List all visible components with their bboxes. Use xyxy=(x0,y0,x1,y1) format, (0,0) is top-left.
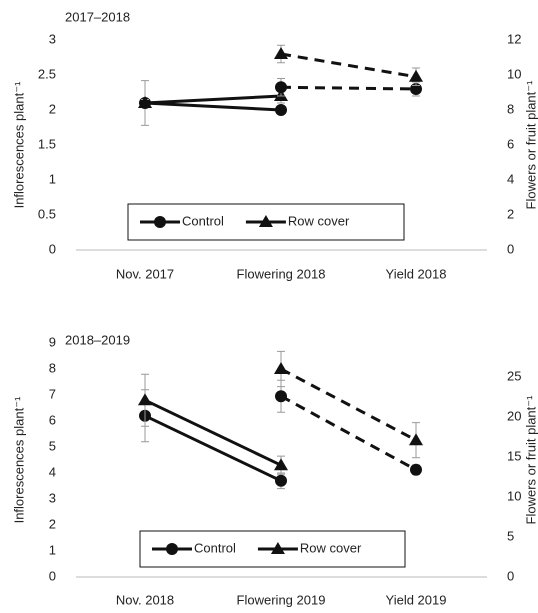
y-tick-label: 2.5 xyxy=(38,66,56,81)
y2-tick-label: 25 xyxy=(507,368,521,383)
triangle-marker xyxy=(274,458,288,471)
y2-tick-label: 2 xyxy=(507,206,514,221)
y2-tick-label: 12 xyxy=(507,31,521,46)
legend-label: Control xyxy=(194,540,236,555)
y-tick-label: 7 xyxy=(49,386,56,401)
y-tick-label: 3 xyxy=(49,490,56,505)
y-tick-label: 0 xyxy=(49,568,56,583)
series-line xyxy=(280,394,417,472)
circle-marker xyxy=(275,104,287,116)
series-line xyxy=(144,101,282,112)
y-tick-label: 1 xyxy=(49,171,56,186)
series-line xyxy=(280,85,417,91)
circle-marker xyxy=(275,390,287,403)
series-line xyxy=(280,367,417,442)
legend-marker xyxy=(166,543,178,555)
panel-title: 2017–2018 xyxy=(65,9,130,24)
x-tick-label: Nov. 2017 xyxy=(116,266,174,281)
y2-tick-label: 6 xyxy=(507,136,514,151)
series-line xyxy=(144,414,282,483)
series-line xyxy=(280,52,417,79)
legend-label: Control xyxy=(182,213,224,228)
triangle-marker xyxy=(409,69,423,82)
y-tick-label: 4 xyxy=(49,464,56,479)
y2-axis-label: Flowers or fruit plant⁻¹ xyxy=(523,80,538,210)
legend-label: Row cover xyxy=(288,213,350,228)
y-tick-label: 2 xyxy=(49,101,56,116)
y-tick-label: 8 xyxy=(49,360,56,375)
series-line xyxy=(144,94,282,105)
y2-tick-label: 5 xyxy=(507,528,514,543)
circle-marker xyxy=(275,81,287,94)
y-tick-label: 5 xyxy=(49,438,56,453)
y-tick-label: 3 xyxy=(49,31,56,46)
panel: 2018–2019 0 1 2 3 4 5 6 7 8 9 0 5 10 15 20 25 Inflorescen… xyxy=(11,332,538,607)
circle-marker xyxy=(275,474,287,487)
x-tick-label: Yield 2018 xyxy=(386,266,447,281)
y2-tick-label: 20 xyxy=(507,408,521,423)
y-tick-label: 0 xyxy=(49,241,56,256)
legend-label: Row cover xyxy=(300,540,362,555)
x-tick-label: Flowering 2018 xyxy=(237,266,326,281)
y2-tick-label: 10 xyxy=(507,488,521,503)
legend-marker xyxy=(154,216,166,228)
panel-title: 2018–2019 xyxy=(65,332,130,347)
triangle-marker xyxy=(138,393,152,406)
triangle-marker xyxy=(274,362,288,374)
y-axis-label: Inflorescences plant⁻¹ xyxy=(11,81,26,208)
circle-marker xyxy=(410,463,422,476)
y-tick-label: 0.5 xyxy=(38,206,56,221)
y2-tick-label: 0 xyxy=(507,241,514,256)
series-line xyxy=(144,398,282,467)
y2-tick-label: 10 xyxy=(507,66,521,81)
y-tick-label: 9 xyxy=(49,334,56,349)
legend-marker xyxy=(258,215,273,227)
y-tick-label: 1.5 xyxy=(38,136,56,151)
triangle-marker xyxy=(409,433,423,446)
x-tick-label: Nov. 2018 xyxy=(116,592,174,607)
y-tick-label: 2 xyxy=(49,516,56,531)
y-tick-label: 1 xyxy=(49,542,56,557)
y2-axis-label: Flowers or fruit plant⁻¹ xyxy=(523,395,538,525)
legend-marker xyxy=(270,542,285,554)
y2-tick-label: 0 xyxy=(507,568,514,583)
x-tick-label: Flowering 2019 xyxy=(237,592,326,607)
y2-tick-label: 4 xyxy=(507,171,514,186)
y2-tick-label: 15 xyxy=(507,448,521,463)
y-tick-label: 6 xyxy=(49,412,56,427)
triangle-marker xyxy=(274,47,288,59)
y-axis-label: Inflorescences plant⁻¹ xyxy=(11,396,26,523)
x-tick-label: Yield 2019 xyxy=(386,592,447,607)
triangle-marker xyxy=(138,96,152,108)
panel: 2017–2018 0 0.5 1 1.5 2 2.5 3 0 2 4 6 8 10 12 Infloresc… xyxy=(11,9,538,281)
y2-tick-label: 8 xyxy=(507,101,514,116)
